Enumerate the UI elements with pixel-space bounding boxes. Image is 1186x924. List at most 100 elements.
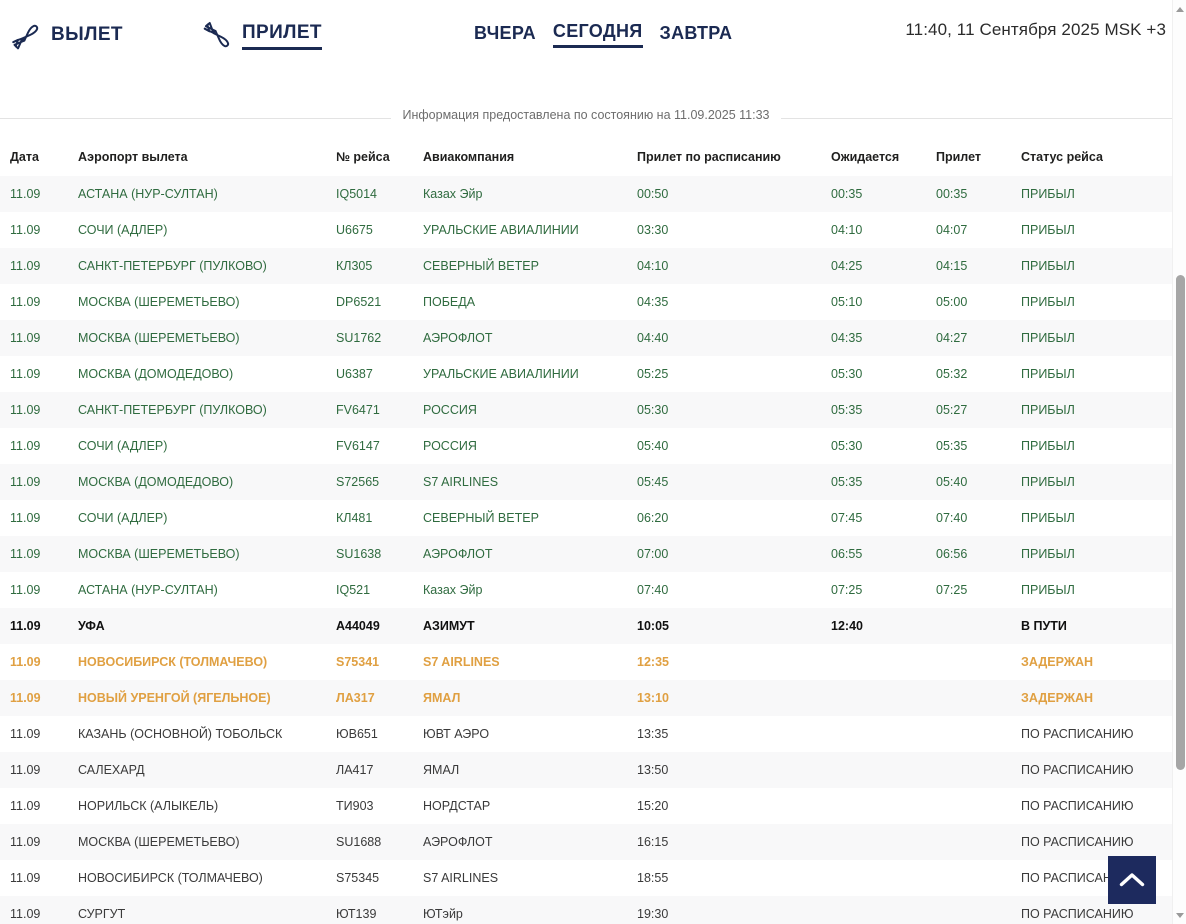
cell-scheduled-arrival: 04:35 <box>637 295 669 309</box>
table-row[interactable]: 11.09 САЛЕХАРД ЛА417 ЯМАЛ 13:50 ПО РАСПИСАНИЮ <box>0 752 1172 788</box>
table-row[interactable]: 11.09 МОСКВА (ШЕРЕМЕТЬЕВО) SU1762 АЭРОФЛОТ 0… <box>0 320 1172 356</box>
table-row[interactable]: 11.09 МОСКВА (ШЕРЕМЕТЬЕВО) SU1688 АЭРОФЛОТ 1… <box>0 824 1172 860</box>
cell-actual-arrival <box>936 644 1021 680</box>
cell-status: ПРИБЫЛ <box>1021 583 1075 597</box>
cell-expected-arrival <box>831 752 936 788</box>
cell-actual-arrival: 05:32 <box>936 367 968 381</box>
cell-date: 11.09 <box>10 475 41 489</box>
cell-status: ПО РАСПИСАНИЮ <box>1021 763 1134 777</box>
cell-actual-arrival <box>936 716 1021 752</box>
cell-scheduled-arrival: 13:50 <box>637 763 669 777</box>
cell-flight-number: U6675 <box>336 223 373 237</box>
cell-scheduled-arrival: 16:15 <box>637 835 669 849</box>
table-row[interactable]: 11.09 САНКТ-ПЕТЕРБУРГ (ПУЛКОВО) FV6471 РОСС… <box>0 392 1172 428</box>
tab-arrivals[interactable]: ПРИЛЕТ <box>201 21 322 51</box>
cell-airport: МОСКВА (ШЕРЕМЕТЬЕВО) <box>78 835 240 849</box>
cell-actual-arrival <box>936 788 1021 824</box>
cell-expected-arrival <box>831 824 936 860</box>
cell-date: 11.09 <box>10 799 41 813</box>
table-row[interactable]: 11.09 КАЗАНЬ (ОСНОВНОЙ) ТОБОЛЬСК ЮВ651 ЮВТ … <box>0 716 1172 752</box>
table-row[interactable]: 11.09 НОВЫЙ УРЕНГОЙ (ЯГЕЛЬНОЕ) ЛА317 ЯМАЛ 13… <box>0 680 1172 716</box>
scrollbar-thumb[interactable] <box>1176 275 1185 770</box>
cell-actual-arrival: 00:35 <box>936 187 968 201</box>
cell-airline: Казах Эйр <box>423 583 483 597</box>
cell-date: 11.09 <box>10 907 41 921</box>
table-row[interactable]: 11.09 НОРИЛЬСК (АЛЫКЕЛЬ) ТИ903 НОРДСТАР 15:2… <box>0 788 1172 824</box>
vertical-scrollbar[interactable] <box>1172 0 1186 924</box>
cell-status: В ПУТИ <box>1021 619 1067 633</box>
cell-airport: МОСКВА (ДОМОДЕДОВО) <box>78 367 234 381</box>
cell-scheduled-arrival: 07:40 <box>637 583 669 597</box>
cell-airport: АСТАНА (НУР-СУЛТАН) <box>78 187 218 201</box>
cell-date: 11.09 <box>10 547 41 561</box>
plane-departure-icon <box>10 21 40 51</box>
cell-expected-arrival: 07:25 <box>831 583 863 597</box>
cell-expected-arrival <box>831 896 936 924</box>
cell-airport: НОВОСИБИРСК (ТОЛМАЧЕВО) <box>78 871 263 885</box>
cell-flight-number: IQ521 <box>336 583 371 597</box>
cell-airline: ЯМАЛ <box>423 763 460 777</box>
tab-departures[interactable]: ВЫЛЕТ <box>10 21 123 51</box>
cell-airport: УФА <box>78 619 105 633</box>
tab-today[interactable]: СЕГОДНЯ <box>552 21 643 48</box>
cell-airport: САНКТ-ПЕТЕРБУРГ (ПУЛКОВО) <box>78 403 267 417</box>
cell-flight-number: S75341 <box>336 655 380 669</box>
cell-actual-arrival: 05:27 <box>936 403 968 417</box>
cell-airport: КАЗАНЬ (ОСНОВНОЙ) ТОБОЛЬСК <box>78 727 283 741</box>
scroll-to-top-button[interactable] <box>1108 856 1156 904</box>
cell-status: ПРИБЫЛ <box>1021 439 1075 453</box>
cell-scheduled-arrival: 05:25 <box>637 367 669 381</box>
table-row[interactable]: 11.09 АСТАНА (НУР-СУЛТАН) IQ521 Казах Эйр 07… <box>0 572 1172 608</box>
table-row[interactable]: 11.09 МОСКВА (ДОМОДЕДОВО) S72565 S7 AIRLINE… <box>0 464 1172 500</box>
tab-arrivals-label: ПРИЛЕТ <box>241 22 322 50</box>
table-row[interactable]: 11.09 МОСКВА (ШЕРЕМЕТЬЕВО) DP6521 ПОБЕДА 04:… <box>0 284 1172 320</box>
table-row[interactable]: 11.09 СУРГУТ ЮТ139 ЮТэйр 19:30 ПО РАСПИСАНИЮ <box>0 896 1172 924</box>
cell-actual-arrival: 06:56 <box>936 547 968 561</box>
scroll-down-arrow-icon[interactable] <box>1173 908 1186 922</box>
cell-airline: АЭРОФЛОТ <box>423 331 493 345</box>
table-row[interactable]: 11.09 СОЧИ (АДЛЕР) FV6147 РОССИЯ 05:40 05:30 0… <box>0 428 1172 464</box>
cell-status: ПРИБЫЛ <box>1021 259 1075 273</box>
flights-table-container: Дата Аэропорт вылета № рейса Авиакомпани… <box>0 140 1186 924</box>
table-row[interactable]: 11.09 АСТАНА (НУР-СУЛТАН) IQ5014 Казах Эйр 0… <box>0 176 1172 212</box>
cell-status: ПРИБЫЛ <box>1021 403 1075 417</box>
cell-actual-arrival: 07:25 <box>936 583 968 597</box>
cell-expected-arrival <box>831 788 936 824</box>
column-header-flight-no: № рейса <box>336 150 390 164</box>
cell-expected-arrival: 07:45 <box>831 511 863 525</box>
column-header-scheduled: Прилет по расписанию <box>637 150 781 164</box>
cell-status: ПРИБЫЛ <box>1021 511 1075 525</box>
table-row[interactable]: 11.09 НОВОСИБИРСК (ТОЛМАЧЕВО) S75345 S7 AIR… <box>0 860 1172 896</box>
table-row[interactable]: 11.09 САНКТ-ПЕТЕРБУРГ (ПУЛКОВО) КЛ305 СЕВЕР… <box>0 248 1172 284</box>
table-row[interactable]: 11.09 СОЧИ (АДЛЕР) КЛ481 СЕВЕРНЫЙ ВЕТЕР 06:2… <box>0 500 1172 536</box>
cell-flight-number: ЛА417 <box>336 763 374 777</box>
cell-expected-arrival: 05:30 <box>831 367 863 381</box>
cell-airport: МОСКВА (ШЕРЕМЕТЬЕВО) <box>78 547 240 561</box>
cell-airline: ЯМАЛ <box>423 691 461 705</box>
table-row[interactable]: 11.09 УФА А44049 АЗИМУТ 10:05 12:40 В ПУТИ <box>0 608 1172 644</box>
cell-date: 11.09 <box>10 439 41 453</box>
cell-scheduled-arrival: 18:55 <box>637 871 669 885</box>
cell-airport: САЛЕХАРД <box>78 763 145 777</box>
cell-date: 11.09 <box>10 403 41 417</box>
cell-airport: СОЧИ (АДЛЕР) <box>78 511 168 525</box>
table-row[interactable]: 11.09 МОСКВА (ШЕРЕМЕТЬЕВО) SU1638 АЭРОФЛОТ 0… <box>0 536 1172 572</box>
cell-airport: НОВОСИБИРСК (ТОЛМАЧЕВО) <box>78 655 268 669</box>
scroll-up-arrow-icon[interactable] <box>1173 2 1186 16</box>
cell-expected-arrival: 05:10 <box>831 295 863 309</box>
cell-flight-number: DP6521 <box>336 295 382 309</box>
cell-flight-number: КЛ305 <box>336 259 373 273</box>
table-row[interactable]: 11.09 НОВОСИБИРСК (ТОЛМАЧЕВО) S75341 S7 AIR… <box>0 644 1172 680</box>
column-header-expected: Ожидается <box>831 150 900 164</box>
cell-date: 11.09 <box>10 223 41 237</box>
cell-scheduled-arrival: 03:30 <box>637 223 669 237</box>
tab-yesterday[interactable]: ВЧЕРА <box>474 22 536 43</box>
table-row[interactable]: 11.09 МОСКВА (ДОМОДЕДОВО) U6387 УРАЛЬСКИЕ А… <box>0 356 1172 392</box>
tab-tomorrow[interactable]: ЗАВТРА <box>659 22 733 43</box>
table-row[interactable]: 11.09 СОЧИ (АДЛЕР) U6675 УРАЛЬСКИЕ АВИАЛИНИ… <box>0 212 1172 248</box>
cell-airline: S7 AIRLINES <box>423 475 499 489</box>
cell-status: ПО РАСПИСАНИЮ <box>1021 835 1134 849</box>
cell-airport: МОСКВА (ДОМОДЕДОВО) <box>78 475 234 489</box>
cell-scheduled-arrival: 04:40 <box>637 331 669 345</box>
cell-flight-number: ЮВ651 <box>336 727 378 741</box>
